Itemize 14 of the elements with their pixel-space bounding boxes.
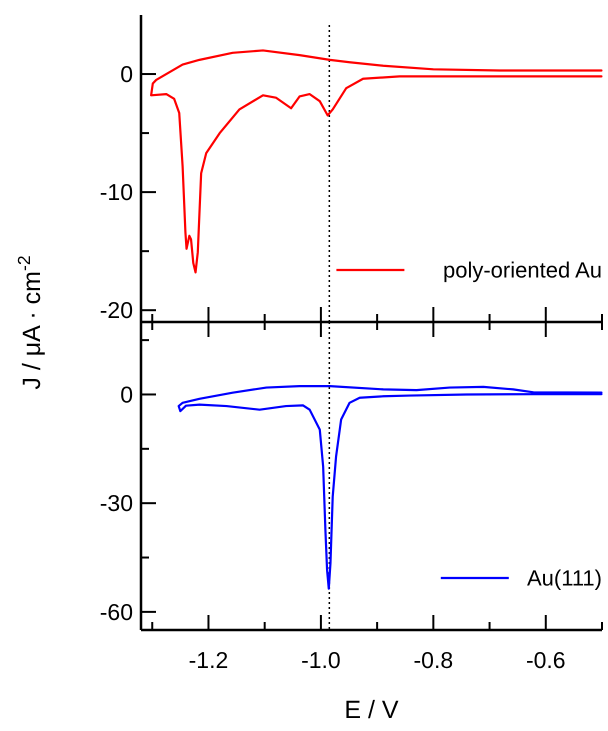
x-tick-label: -0.6 [526, 647, 566, 673]
y-tick-label: -10 [100, 179, 133, 206]
y-tick-label: -60 [100, 598, 133, 625]
x-axis-title: E / V [344, 696, 399, 724]
y-tick-label: 0 [120, 61, 133, 88]
x-tick-label: -1.2 [188, 647, 228, 673]
x-tick-label: -1.0 [301, 647, 341, 673]
y-tick-label: 0 [120, 382, 133, 408]
line-series [178, 385, 603, 590]
legend-label: Au(111) [526, 566, 602, 591]
y-tick-label: -30 [100, 490, 133, 516]
x-tick-label: -0.8 [414, 647, 454, 673]
y-tick-label: -20 [100, 297, 133, 324]
legend-label: poly-oriented Au [443, 258, 602, 283]
